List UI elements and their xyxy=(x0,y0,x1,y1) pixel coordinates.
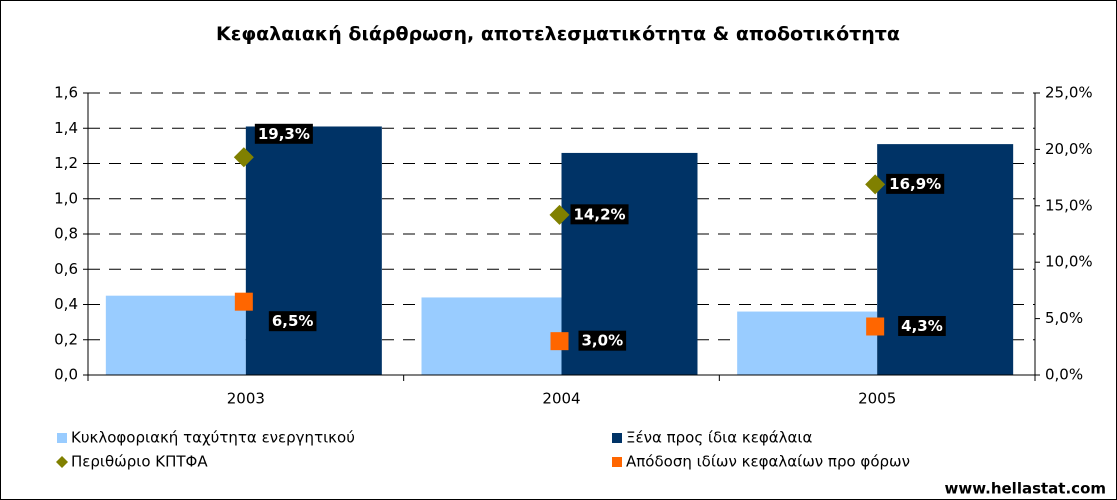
value-label-text: 4,3% xyxy=(901,317,943,335)
value-label: 3,0% xyxy=(578,330,627,351)
value-label: 19,3% xyxy=(254,123,313,144)
value-label: 14,2% xyxy=(570,204,629,225)
y2-tick-label: 0,0% xyxy=(1045,366,1083,384)
y2-tick-label: 15,0% xyxy=(1045,196,1093,214)
legend-label: Απόδοση ιδίων κεφαλαίων προ φόρων xyxy=(626,453,910,471)
x-tick-label: 2004 xyxy=(542,390,580,408)
marker-square xyxy=(234,292,253,311)
value-label-bg xyxy=(578,330,627,351)
marker-diamond xyxy=(865,174,886,195)
y-tick-label: 1,4 xyxy=(54,119,78,137)
y-tick-label: 1,6 xyxy=(54,84,78,102)
value-label-text: 6,5% xyxy=(272,312,314,330)
legend-swatch xyxy=(612,457,622,467)
marker-square xyxy=(550,332,569,351)
legend-swatch xyxy=(56,456,68,468)
x-tick-label: 2005 xyxy=(858,390,896,408)
y-tick-label: 1,0 xyxy=(54,189,78,207)
value-label: 4,3% xyxy=(898,315,946,336)
value-label-text: 3,0% xyxy=(582,332,624,350)
value-label-bg xyxy=(570,204,629,225)
value-label-bg xyxy=(898,315,946,336)
y2-tick-label: 5,0% xyxy=(1045,309,1083,327)
y-tick-label: 0,8 xyxy=(54,225,78,243)
y-tick-label: 0,4 xyxy=(54,295,78,313)
value-label-text: 16,9% xyxy=(889,175,941,193)
value-label-bg xyxy=(254,123,313,144)
y2-tick-label: 25,0% xyxy=(1045,84,1093,102)
y-tick-label: 1,2 xyxy=(54,154,78,172)
legend-label: Περιθώριο ΚΠΤΦΑ xyxy=(71,453,208,471)
legend-label: Κυκλοφοριακή ταχύτητα ενεργητικού xyxy=(71,429,355,447)
y-tick-label: 0,0 xyxy=(54,366,78,384)
bar xyxy=(105,295,246,375)
y2-tick-label: 20,0% xyxy=(1045,140,1093,158)
marker-diamond xyxy=(549,204,570,225)
legend-swatch xyxy=(57,433,67,443)
source: www.hellastat.com xyxy=(945,480,1106,498)
bar xyxy=(421,297,562,375)
value-label-text: 19,3% xyxy=(258,125,310,143)
y-tick-label: 0,6 xyxy=(54,260,78,278)
y2-tick-label: 10,0% xyxy=(1045,253,1093,271)
legend-swatch xyxy=(612,433,622,443)
marker-diamond xyxy=(233,147,254,168)
value-label-bg xyxy=(886,173,945,194)
legend-label: Ξένα προς ίδια κεφάλαια xyxy=(626,429,812,447)
x-tick-label: 2003 xyxy=(227,390,265,408)
y-tick-label: 0,2 xyxy=(54,330,78,348)
chart-title: Κεφαλαιακή διάρθρωση, αποτελεσματικότητα… xyxy=(216,23,900,45)
marker-square xyxy=(866,317,885,336)
value-label-bg xyxy=(268,311,317,332)
value-label: 6,5% xyxy=(268,311,317,332)
bar xyxy=(737,311,878,375)
value-label-text: 14,2% xyxy=(574,205,626,223)
bar xyxy=(245,126,382,375)
value-label: 16,9% xyxy=(886,173,945,194)
